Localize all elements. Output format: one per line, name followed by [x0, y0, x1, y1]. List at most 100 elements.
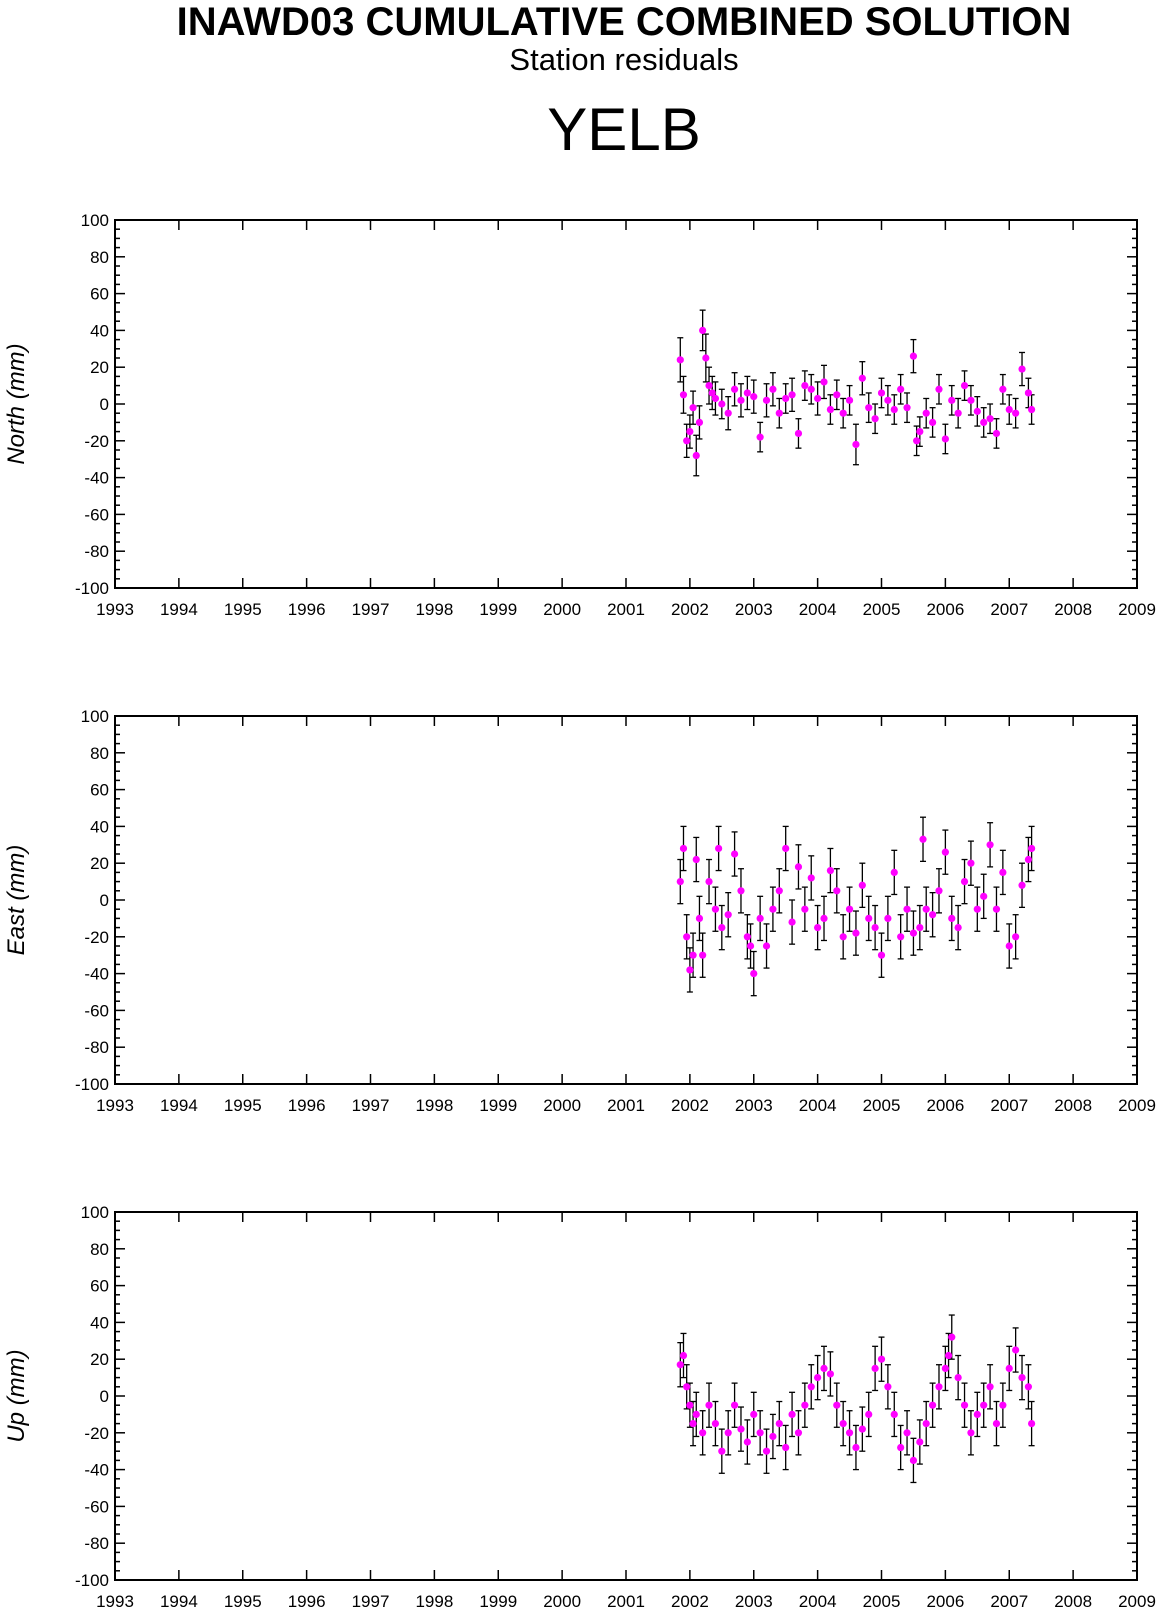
data-point — [814, 924, 822, 932]
x-tick-label: 1996 — [288, 1096, 326, 1115]
data-point — [944, 1351, 953, 1360]
data-point — [941, 1364, 949, 1372]
data-point — [679, 391, 688, 399]
y-tick-label: 20 — [90, 358, 109, 377]
x-tick-label: 2005 — [863, 1096, 901, 1115]
data-point — [890, 868, 898, 877]
data-point — [877, 389, 886, 397]
data-point — [941, 848, 949, 856]
x-tick-label: 1998 — [415, 1096, 453, 1115]
data-point — [718, 400, 726, 408]
y-tick-label: 60 — [90, 781, 109, 800]
data-point — [807, 385, 815, 393]
data-point — [992, 905, 1001, 913]
data-point — [986, 841, 994, 849]
data-point — [935, 1383, 943, 1391]
data-point — [960, 1401, 969, 1409]
x-tick-label: 2006 — [926, 600, 964, 619]
data-point — [794, 429, 803, 438]
north-panel: 100 80 60 40 20 0 -20 -40 -60 -80 -100 1993 1994 1995… — [3, 211, 1156, 619]
data-point — [692, 855, 700, 864]
y-tick-label: -60 — [84, 1497, 109, 1516]
data-point — [788, 918, 796, 926]
data-point — [903, 404, 911, 412]
data-point — [833, 391, 841, 399]
data-point — [676, 1361, 684, 1369]
data-point — [852, 440, 860, 449]
data-point — [750, 393, 758, 401]
x-tick-label: 1993 — [96, 600, 134, 619]
data-point — [1012, 933, 1020, 941]
data-point — [826, 1370, 835, 1378]
y-tick-label: 60 — [90, 285, 109, 304]
data-point — [686, 1401, 694, 1409]
data-point — [858, 1425, 866, 1433]
y-tick-label: -40 — [84, 469, 109, 488]
y-tick-label: 100 — [81, 707, 109, 726]
data-point — [1005, 942, 1013, 950]
y-tick-label: 20 — [90, 1350, 109, 1369]
x-tick-label: 1994 — [160, 1592, 198, 1611]
y-tick-label: 100 — [81, 211, 109, 230]
data-point — [865, 1410, 873, 1418]
data-point — [871, 924, 879, 932]
x-tick-label: 2001 — [607, 1592, 645, 1611]
data-point — [992, 429, 1001, 438]
data-point — [737, 887, 745, 895]
y-tick-label: 40 — [90, 321, 109, 340]
data-point — [782, 844, 790, 853]
data-point — [913, 437, 921, 445]
x-tick-label: 1999 — [479, 1592, 517, 1611]
x-tick-label: 2006 — [926, 1592, 964, 1611]
x-tick-label: 2007 — [990, 1592, 1028, 1611]
data-point — [711, 394, 720, 403]
y-tick-label: 60 — [90, 1277, 109, 1296]
data-point — [1005, 1364, 1013, 1372]
x-tick-label: 2008 — [1054, 1096, 1092, 1115]
data-point — [782, 1443, 790, 1452]
data-point — [750, 970, 758, 978]
x-tick-label: 1999 — [479, 600, 517, 619]
data-point — [750, 1410, 758, 1418]
x-tick-label: 2004 — [799, 1592, 837, 1611]
data-point — [845, 396, 854, 404]
data-point — [743, 389, 751, 397]
data-point — [909, 929, 918, 937]
y-tick-label: -100 — [75, 579, 109, 598]
y-tick-label: 40 — [90, 817, 109, 836]
data-point — [683, 933, 691, 941]
y-tick-label: 20 — [90, 854, 109, 873]
data-point — [699, 1429, 707, 1437]
data-point — [833, 887, 841, 895]
data-point — [686, 966, 694, 974]
x-tick-label: 2009 — [1118, 600, 1156, 619]
y-axis-title: Up (mm) — [3, 1349, 30, 1442]
data-point — [711, 1420, 720, 1428]
x-tick-label: 2003 — [735, 600, 773, 619]
data-point — [820, 378, 828, 386]
x-tick-label: 2005 — [863, 1592, 901, 1611]
data-point — [865, 404, 873, 412]
x-tick-label: 1999 — [479, 1096, 517, 1115]
x-tick-label: 1995 — [224, 600, 262, 619]
up-panel: 100 80 60 40 20 0 -20 -40 -60 -80 -100 1993 1994 1995… — [3, 1203, 1156, 1611]
data-point — [954, 924, 962, 932]
data-point — [973, 905, 981, 913]
data-point — [775, 887, 783, 895]
data-point — [814, 1374, 822, 1382]
data-point — [890, 405, 898, 414]
data-point — [695, 914, 704, 923]
data-point — [743, 933, 751, 941]
data-point — [794, 1429, 803, 1437]
data-point — [699, 326, 707, 334]
data-point — [1018, 365, 1026, 373]
data-point — [711, 905, 720, 913]
data-point — [676, 356, 684, 364]
x-tick-label: 2007 — [990, 600, 1028, 619]
data-point — [769, 1432, 777, 1441]
x-tick-label: 2006 — [926, 1096, 964, 1115]
x-tick-label: 2007 — [990, 1096, 1028, 1115]
data-point — [762, 942, 771, 950]
data-point — [1028, 405, 1036, 414]
data-point — [705, 878, 713, 886]
